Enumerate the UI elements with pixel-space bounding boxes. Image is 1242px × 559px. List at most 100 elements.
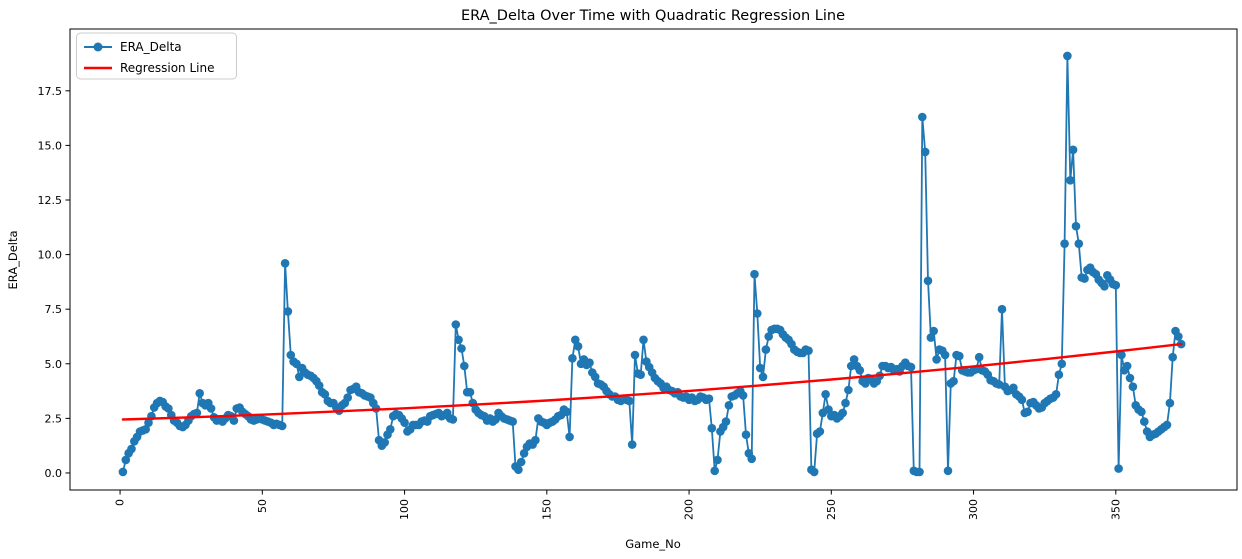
era-delta-marker xyxy=(590,372,600,382)
era-delta-marker xyxy=(1017,395,1027,405)
era-delta-marker xyxy=(761,345,771,354)
era-delta-marker xyxy=(573,342,583,351)
era-delta-marker xyxy=(704,394,714,404)
era-delta-marker xyxy=(630,350,640,360)
x-tick-label: 50 xyxy=(256,499,269,513)
axes-spines xyxy=(69,28,1238,491)
y-tick-label: 10.0 xyxy=(38,249,63,262)
era-delta-marker xyxy=(1060,239,1069,248)
era-delta-marker xyxy=(1111,280,1121,290)
legend-label-era-delta: ERA_Delta xyxy=(120,40,182,54)
x-tick-label: 200 xyxy=(683,499,696,520)
era-delta-marker xyxy=(1140,417,1149,426)
era-delta-marker xyxy=(280,259,290,268)
era-delta-marker xyxy=(1080,274,1089,283)
era-delta-marker xyxy=(724,401,734,410)
era-delta-marker xyxy=(508,417,517,426)
era-delta-marker xyxy=(531,435,540,445)
era-delta-marker xyxy=(454,335,463,345)
era-delta-marker xyxy=(1168,352,1177,362)
era-delta-marker xyxy=(918,112,927,122)
y-tick-label: 2.5 xyxy=(45,412,63,425)
era-delta-marker xyxy=(314,381,324,390)
era-delta-marker xyxy=(721,417,731,426)
era-delta-marker xyxy=(1125,373,1135,383)
era-delta-marker xyxy=(1074,239,1084,248)
era-delta-marker xyxy=(1071,221,1081,231)
era-delta-marker xyxy=(710,466,719,476)
era-delta-marker xyxy=(141,425,150,434)
era-delta-marker xyxy=(940,350,950,360)
era-delta-marker xyxy=(144,418,153,428)
x-tick-label: 0 xyxy=(114,499,127,506)
era-delta-marker xyxy=(1100,282,1109,291)
era-delta-marker xyxy=(585,358,594,368)
era-delta-marker xyxy=(465,387,475,397)
era-delta-marker xyxy=(923,276,933,286)
era-delta-marker xyxy=(804,346,813,356)
era-delta-marker xyxy=(929,326,938,336)
era-delta-marker xyxy=(639,335,648,345)
x-tick-label: 300 xyxy=(967,499,980,520)
era-delta-marker xyxy=(741,430,751,440)
era-delta-marker xyxy=(949,376,958,386)
era-delta-marker xyxy=(1068,145,1078,155)
era-delta-marker xyxy=(625,396,634,406)
y-tick-label: 17.5 xyxy=(38,85,63,98)
era-delta-marker xyxy=(713,455,722,465)
legend-label-regression: Regression Line xyxy=(120,61,214,75)
era-delta-marker xyxy=(844,385,853,395)
era-delta-marker xyxy=(855,366,865,375)
era-delta-marker xyxy=(320,390,330,399)
era-delta-marker xyxy=(1114,464,1123,473)
era-delta-marker xyxy=(565,432,574,442)
plot-area: 0 50 100 150 200 250 300 350 0.0 2.5 5.0 7.5 10.0 12.… xyxy=(38,51,1186,520)
era-delta-marker xyxy=(943,466,953,476)
era-delta-marker xyxy=(400,418,409,428)
era-delta-marker xyxy=(753,309,762,318)
era-delta-marker xyxy=(164,404,173,413)
era-delta-marker xyxy=(1054,370,1064,380)
era-delta-marker xyxy=(1057,359,1067,369)
era-delta-marker xyxy=(386,425,395,434)
era-delta-marker xyxy=(460,361,469,371)
era-delta-marker xyxy=(192,408,202,418)
era-delta-marker xyxy=(1117,350,1126,360)
era-delta-marker xyxy=(627,440,637,449)
era-delta-marker xyxy=(1063,51,1072,61)
era-delta-marker xyxy=(516,457,526,467)
y-tick-label: 7.5 xyxy=(45,303,63,316)
era-delta-marker xyxy=(738,391,748,400)
era-delta-marker xyxy=(906,362,916,372)
era-delta-marker xyxy=(932,355,941,364)
chart-title: ERA_Delta Over Time with Quadratic Regre… xyxy=(461,8,845,24)
era-delta-marker xyxy=(571,335,580,345)
y-tick-label: 12.5 xyxy=(38,194,63,207)
era-delta-marker xyxy=(849,355,859,364)
era-delta-marker xyxy=(758,372,768,382)
legend: ERA_Delta Regression Line xyxy=(76,32,237,80)
era-delta-marker xyxy=(1051,390,1061,399)
era-delta-marker xyxy=(1162,420,1172,430)
era-delta-marker xyxy=(519,449,529,458)
era-delta-marker xyxy=(755,363,765,373)
era-delta-marker xyxy=(636,370,645,380)
era-delta-marker xyxy=(815,427,825,436)
era-delta-marker xyxy=(824,405,833,414)
y-axis-label: ERA_Delta xyxy=(6,230,20,289)
era-delta-marker xyxy=(997,304,1007,314)
era-delta-marker xyxy=(1023,407,1032,417)
era-delta-marker xyxy=(562,407,571,417)
era-delta-marker xyxy=(568,354,577,363)
x-tick-label: 150 xyxy=(540,499,553,520)
era-delta-marker xyxy=(750,269,759,279)
era-delta-marker xyxy=(277,421,287,431)
era-delta-marker xyxy=(514,465,523,475)
era-delta-marker xyxy=(1009,383,1018,393)
era-delta-marker xyxy=(206,404,216,413)
era-delta-marker xyxy=(764,332,773,341)
era-delta-marker xyxy=(118,467,128,477)
era-delta-marker xyxy=(448,415,458,424)
